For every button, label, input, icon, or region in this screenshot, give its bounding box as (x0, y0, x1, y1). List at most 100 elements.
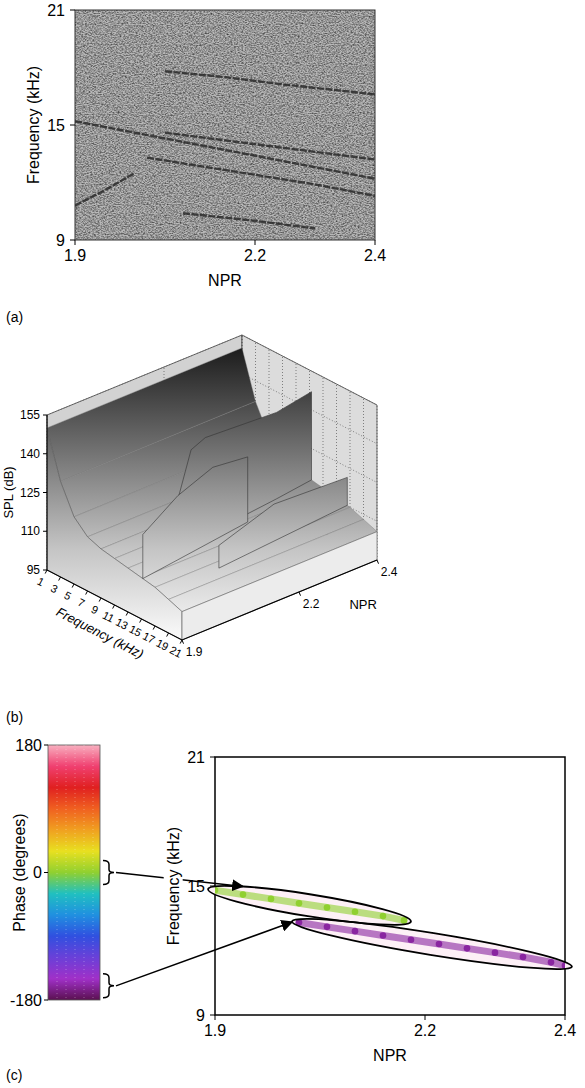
x-tick-label: 1.9 (204, 1022, 226, 1039)
colorbar-tick (44, 745, 48, 746)
x-tick (299, 592, 301, 596)
y-tick-label: 155 (20, 408, 40, 422)
phase-point (268, 896, 275, 903)
bracket (103, 861, 114, 885)
colorbar-tick (44, 1000, 48, 1001)
x-tick-label: 2.4 (381, 565, 398, 579)
label-patch (164, 825, 183, 947)
colorbar-tick (44, 872, 48, 873)
panel-b: 95110125140155SPL (dB)13579111315171921F… (1, 335, 397, 725)
z-tick (113, 605, 115, 609)
tone-line (75, 173, 135, 206)
plot-texture (75, 10, 375, 240)
x-tick-label: 2.2 (303, 597, 320, 611)
panel-a: 1.92.22.491521NPRFrequency (kHz)(a) (6, 2, 386, 325)
y-tick (43, 531, 47, 532)
colorbar-texture (66, 745, 67, 1000)
z-tick (140, 619, 142, 623)
colorbar-texture (93, 745, 94, 1000)
colorbar-texture (84, 745, 85, 1000)
y-axis-title: SPL (dB) (1, 466, 16, 518)
y-axis-title: Phase (degrees) (11, 813, 28, 931)
y-tick-label: 15 (47, 117, 65, 134)
phase-point (520, 954, 527, 961)
z-tick-label: 5 (62, 589, 73, 602)
y-tick (43, 415, 47, 416)
data-group (47, 348, 377, 640)
x-tick (375, 240, 376, 245)
z-tick-label: 21 (168, 644, 184, 660)
plot-background (75, 10, 375, 240)
panel-c: -1800180Phase (degrees)1.92.22.491521NPR… (6, 737, 576, 1083)
x-tick (182, 640, 184, 644)
phase-point (408, 936, 415, 943)
z-tick (99, 598, 101, 602)
z-tick (153, 626, 155, 630)
phase-point (401, 917, 408, 924)
colorbar-tick-label: 0 (33, 864, 42, 881)
x-tick-label: 1.9 (64, 247, 86, 264)
bracket (103, 974, 114, 998)
y-tick (43, 453, 47, 454)
x-tick-label: 2.2 (244, 247, 266, 264)
x-axis-title: NPR (208, 272, 242, 289)
x-tick (215, 1015, 216, 1020)
z-tick-label: 13 (114, 616, 130, 632)
phase-point (380, 913, 387, 920)
y-tick-label: 95 (27, 563, 41, 577)
z-tick (59, 577, 61, 581)
y-tick-label: 140 (20, 447, 40, 461)
z-tick-label: 7 (76, 596, 87, 609)
x-tick-label: 1.9 (186, 645, 203, 659)
phase-point (215, 887, 218, 894)
y-tick (210, 757, 215, 758)
y-tick (210, 1015, 215, 1016)
plot-frame (215, 757, 565, 1015)
phase-point (324, 904, 331, 911)
phase-point (548, 959, 555, 966)
tone-line (147, 158, 375, 196)
y-tick (70, 125, 75, 126)
z-tick (126, 612, 128, 616)
x-tick (565, 1015, 566, 1020)
y-tick (70, 10, 75, 11)
x-tick (75, 240, 76, 245)
y-tick-label: 9 (56, 232, 65, 249)
z-tick (167, 633, 169, 637)
phase-point (380, 932, 387, 939)
y-axis-title: Frequency (kHz) (25, 66, 42, 184)
x-tick (255, 240, 256, 245)
x-tick (425, 1015, 426, 1020)
y-tick-label: 15 (187, 878, 205, 895)
phase-point (562, 962, 565, 969)
z-tick-label: 19 (154, 637, 170, 653)
tone-line (183, 213, 315, 228)
y-tick-label: 21 (187, 749, 205, 766)
phase-band (299, 923, 565, 966)
z-tick (45, 570, 47, 574)
group-outline (290, 911, 573, 978)
z-tick (86, 591, 88, 595)
x-tick-label: 2.2 (414, 1022, 436, 1039)
y-tick (210, 886, 215, 887)
y-tick-label: 125 (20, 486, 40, 500)
z-tick-label: 11 (101, 609, 117, 625)
phase-point (492, 949, 499, 956)
colorbar-tick-label: -180 (10, 992, 42, 1009)
x-axis-title: NPR (349, 597, 376, 612)
axis-line (47, 415, 377, 640)
colorbar-tick-label: 180 (15, 737, 42, 754)
y-axis-title: Frequency (kHz) (165, 827, 182, 945)
panel-letter: (b) (6, 709, 23, 725)
tone-ridge (219, 477, 347, 568)
panel-letter: (c) (6, 1067, 22, 1083)
tone-line (165, 71, 375, 94)
plot-frame (75, 10, 375, 240)
phase-point (324, 924, 331, 931)
colorbar-texture (75, 745, 76, 1000)
x-axis-title: NPR (373, 1047, 407, 1064)
z-axis-title: Frequency (kHz) (54, 604, 146, 662)
phase-point (296, 900, 303, 907)
z-tick-label: 3 (49, 582, 60, 595)
y-tick (43, 492, 47, 493)
